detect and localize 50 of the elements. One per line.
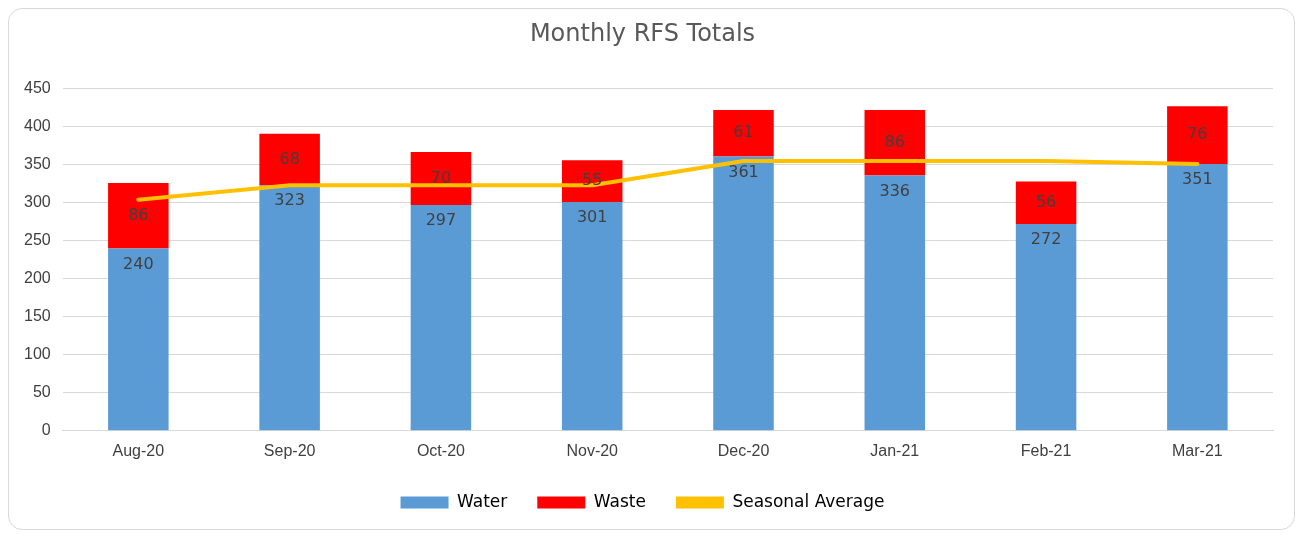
data-label: 61 (733, 122, 754, 142)
bar (108, 183, 169, 249)
y-tick-label: 350 (23, 155, 51, 173)
y-tick-label: 300 (23, 193, 51, 211)
x-tick-label: Aug-20 (112, 441, 165, 459)
bar (864, 175, 926, 431)
legend-label: Seasonal Average (732, 490, 885, 511)
x-tick-label: Feb-21 (1020, 441, 1072, 459)
legend-label: Waste (593, 490, 646, 511)
data-label: 70 (430, 167, 452, 187)
y-tick-label: 250 (23, 231, 51, 249)
data-label: 68 (279, 148, 300, 168)
data-label: 301 (576, 207, 608, 227)
data-label: 323 (274, 190, 305, 210)
bar (1015, 224, 1077, 431)
bar (561, 202, 623, 431)
y-tick-label: 100 (23, 345, 51, 363)
bar (259, 133, 320, 186)
bar (108, 248, 169, 431)
legend-label: Water (457, 490, 508, 511)
y-tick-label: 50 (32, 383, 51, 401)
data-label: 351 (1182, 169, 1213, 189)
y-tick-label: 0 (41, 421, 51, 439)
x-tick-label: Sep-20 (263, 441, 316, 459)
bar (410, 205, 472, 431)
bar (713, 110, 774, 157)
bar (1167, 164, 1228, 431)
data-label: 86 (884, 131, 905, 151)
y-tick-label: 450 (23, 79, 51, 97)
data-label: 240 (123, 253, 154, 273)
data-label: 76 (1187, 124, 1208, 144)
data-label: 336 (879, 180, 911, 200)
bar (259, 185, 320, 431)
x-tick-label: Nov-20 (566, 441, 619, 459)
bar (1167, 106, 1228, 165)
x-tick-label: Dec-20 (717, 441, 770, 459)
data-label: 361 (728, 161, 759, 181)
data-label: 86 (128, 204, 149, 224)
bar (1015, 181, 1077, 225)
chart-title: Monthly RFS Totals (529, 18, 756, 47)
x-tick-label: Mar-21 (1172, 441, 1223, 459)
x-tick-label: Oct-20 (416, 441, 466, 459)
data-label: 272 (1030, 229, 1062, 249)
y-tick-label: 400 (23, 117, 51, 135)
bar (713, 156, 774, 431)
y-tick-label: 200 (23, 269, 51, 287)
y-tick-label: 150 (23, 307, 51, 325)
data-label: 297 (425, 210, 457, 230)
data-label: 56 (1035, 191, 1057, 211)
x-tick-label: Jan-21 (870, 441, 920, 459)
